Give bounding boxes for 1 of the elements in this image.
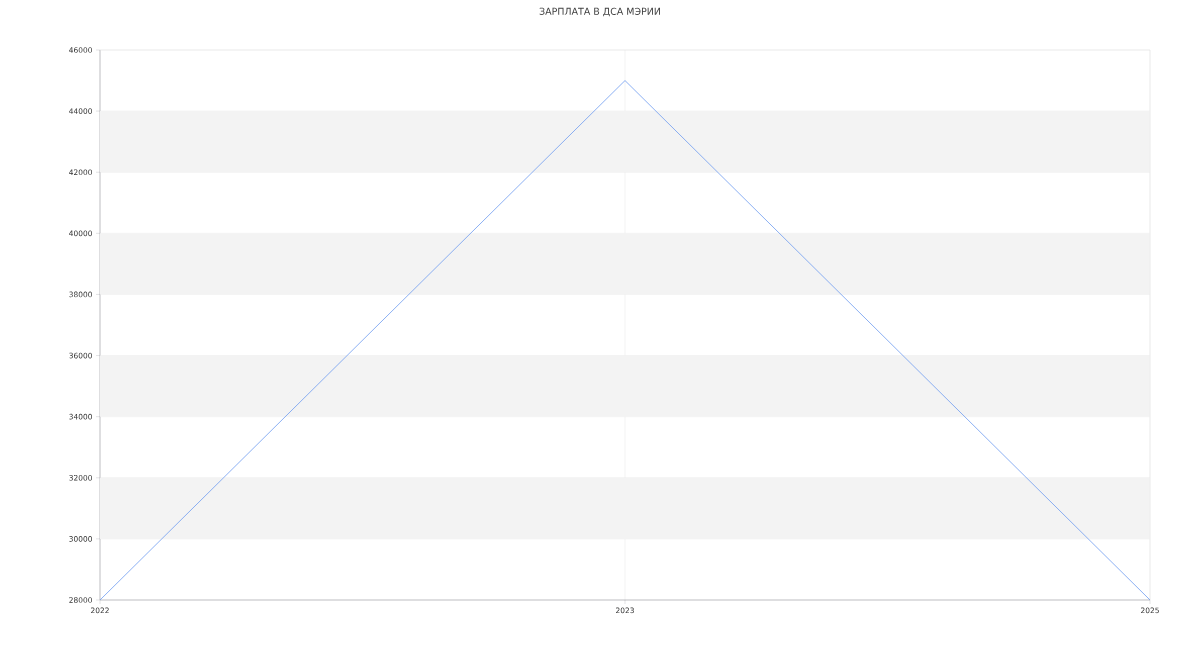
chart-title: ЗАРПЛАТА В ДСА МЭРИИ bbox=[539, 7, 660, 17]
